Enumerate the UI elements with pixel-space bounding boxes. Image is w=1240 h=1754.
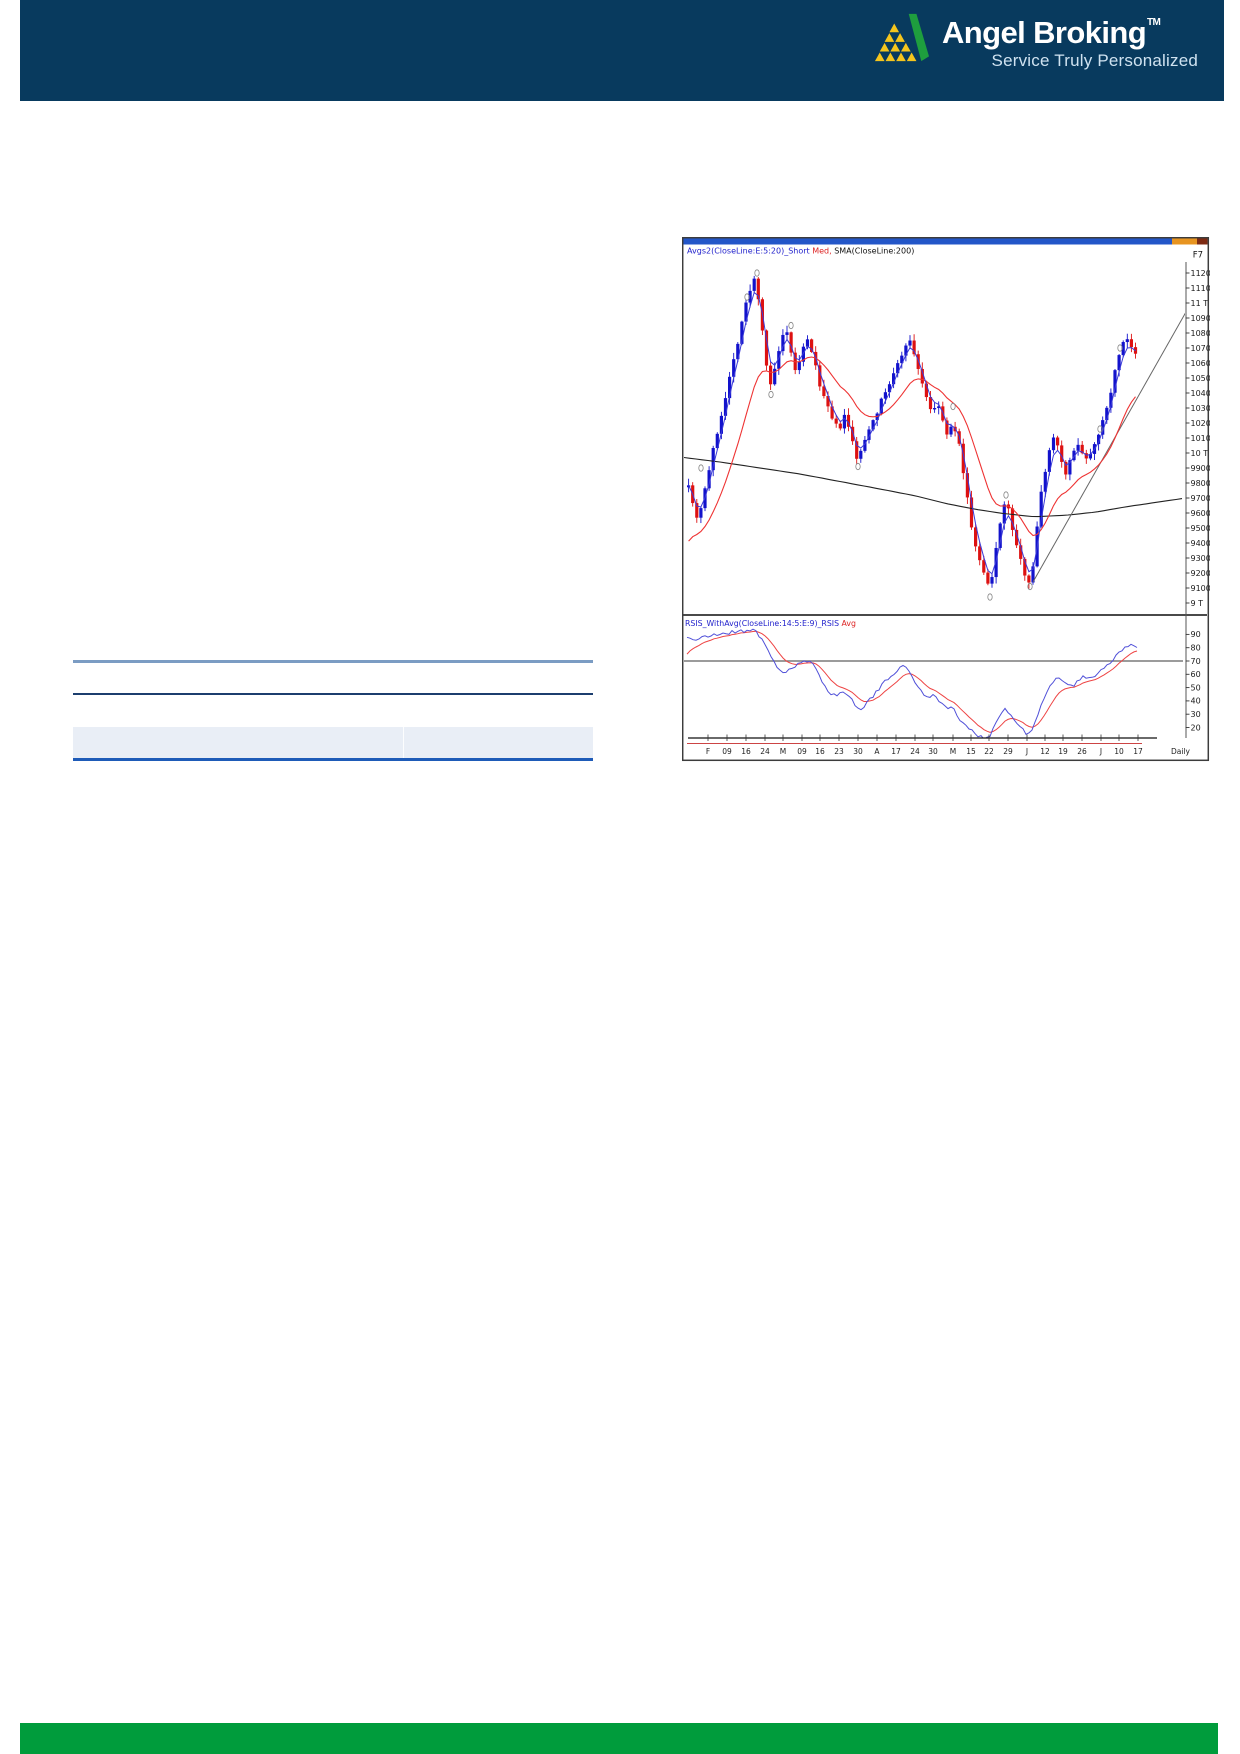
svg-text:10 T: 10 T (1191, 449, 1209, 458)
svg-text:17: 17 (891, 747, 901, 756)
svg-text:16: 16 (741, 747, 751, 756)
svg-text:09: 09 (722, 747, 732, 756)
timeframe-label: Daily (1171, 747, 1191, 756)
svg-text:23: 23 (834, 747, 844, 756)
svg-text:10700: 10700 (1191, 344, 1211, 353)
date-axis: F 09 16 24 M 09 16 23 30 A 17 24 30 M 15 22 29 J 12 19 26 J 10… (706, 734, 1191, 756)
svg-text:9600: 9600 (1191, 509, 1211, 518)
svg-text:J: J (1025, 747, 1028, 756)
brand-trademark: TM (1147, 17, 1161, 28)
svg-text:9500: 9500 (1191, 524, 1211, 533)
svg-text:10900: 10900 (1191, 314, 1211, 323)
svg-text:10400: 10400 (1191, 389, 1211, 398)
svg-text:24: 24 (760, 747, 770, 756)
brand-name: Angel Broking (942, 15, 1147, 50)
signal-markers (698, 269, 1123, 601)
svg-text:9800: 9800 (1191, 479, 1211, 488)
svg-text:9900: 9900 (1191, 464, 1211, 473)
svg-text:30: 30 (853, 747, 863, 756)
moving-averages (688, 291, 1136, 575)
svg-text:11100: 11100 (1191, 284, 1211, 293)
stock-chart-window: RSIS_WithAvg(CloseLine:14:5:E:9)_RSIS Av… (682, 237, 1210, 762)
svg-text:9300: 9300 (1191, 554, 1211, 563)
svg-text:26: 26 (1077, 747, 1087, 756)
svg-text:20: 20 (1191, 723, 1201, 732)
svg-text:15: 15 (966, 747, 976, 756)
svg-text:F: F (706, 747, 710, 756)
svg-text:10500: 10500 (1191, 374, 1211, 383)
svg-text:9100: 9100 (1191, 584, 1211, 593)
svg-text:17: 17 (1133, 747, 1143, 756)
svg-text:J: J (1099, 747, 1102, 756)
svg-text:30: 30 (1191, 710, 1201, 719)
sma-200-line (684, 456, 1183, 518)
angel-broking-logo-icon (874, 13, 929, 62)
brand-block: Angel BrokingTM Service Truly Personaliz… (942, 15, 1198, 71)
svg-text:16: 16 (815, 747, 825, 756)
rsi-pane-title: RSIS_WithAvg(CloseLine:14:5:E:9)_RSIS Av… (685, 619, 856, 628)
svg-text:10: 10 (1114, 747, 1124, 756)
table-column-divider (403, 727, 404, 759)
chart-axes: 11200 11100 11 T 10900 10800 10700 10600 10500 1… (683, 262, 1210, 738)
svg-text:10600: 10600 (1191, 359, 1211, 368)
trendline (1032, 312, 1185, 583)
svg-text:70: 70 (1191, 657, 1201, 666)
header-bar: Angel BrokingTM Service Truly Personaliz… (20, 0, 1224, 101)
svg-text:29: 29 (1003, 747, 1013, 756)
svg-text:40: 40 (1191, 697, 1201, 706)
svg-text:90: 90 (1191, 630, 1201, 639)
svg-text:22: 22 (984, 747, 994, 756)
svg-text:M: M (950, 747, 956, 756)
svg-text:11 T: 11 T (1191, 299, 1209, 308)
svg-text:24: 24 (910, 747, 920, 756)
footer-bar (20, 1723, 1218, 1754)
window-border (682, 237, 1210, 762)
svg-text:10100: 10100 (1191, 434, 1211, 443)
table-rule-bottom (73, 758, 593, 761)
svg-text:11200: 11200 (1191, 269, 1211, 278)
svg-text:50: 50 (1191, 683, 1201, 692)
brand-tagline: Service Truly Personalized (991, 51, 1198, 71)
table-rule-mid (73, 693, 593, 695)
rsi-pane: RSIS_WithAvg(CloseLine:14:5:E:9)_RSIS Av… (684, 619, 1183, 744)
svg-text:10200: 10200 (1191, 419, 1211, 428)
svg-text:M: M (780, 747, 786, 756)
svg-text:10300: 10300 (1191, 404, 1211, 413)
svg-text:12: 12 (1040, 747, 1050, 756)
svg-text:09: 09 (797, 747, 807, 756)
svg-text:19: 19 (1058, 747, 1068, 756)
svg-text:60: 60 (1191, 670, 1201, 679)
table-header-band (73, 727, 593, 759)
svg-text:9700: 9700 (1191, 494, 1211, 503)
svg-text:9 T: 9 T (1191, 599, 1204, 608)
chart-title: Avgs2(CloseLine:E:5:20)_Short Med, SMA(C… (687, 247, 914, 256)
svg-text:9400: 9400 (1191, 539, 1211, 548)
svg-text:9200: 9200 (1191, 569, 1211, 578)
window-titlebar: Avgs2(CloseLine:E:5:20)_Short Med, SMA(C… (683, 238, 1208, 261)
price-pane (684, 269, 1185, 601)
svg-text:80: 80 (1191, 644, 1201, 653)
table-rule-top (73, 660, 593, 663)
fkey-label: F7 (1193, 251, 1203, 261)
svg-text:A: A (874, 747, 880, 756)
svg-text:30: 30 (928, 747, 938, 756)
svg-text:10800: 10800 (1191, 329, 1211, 338)
